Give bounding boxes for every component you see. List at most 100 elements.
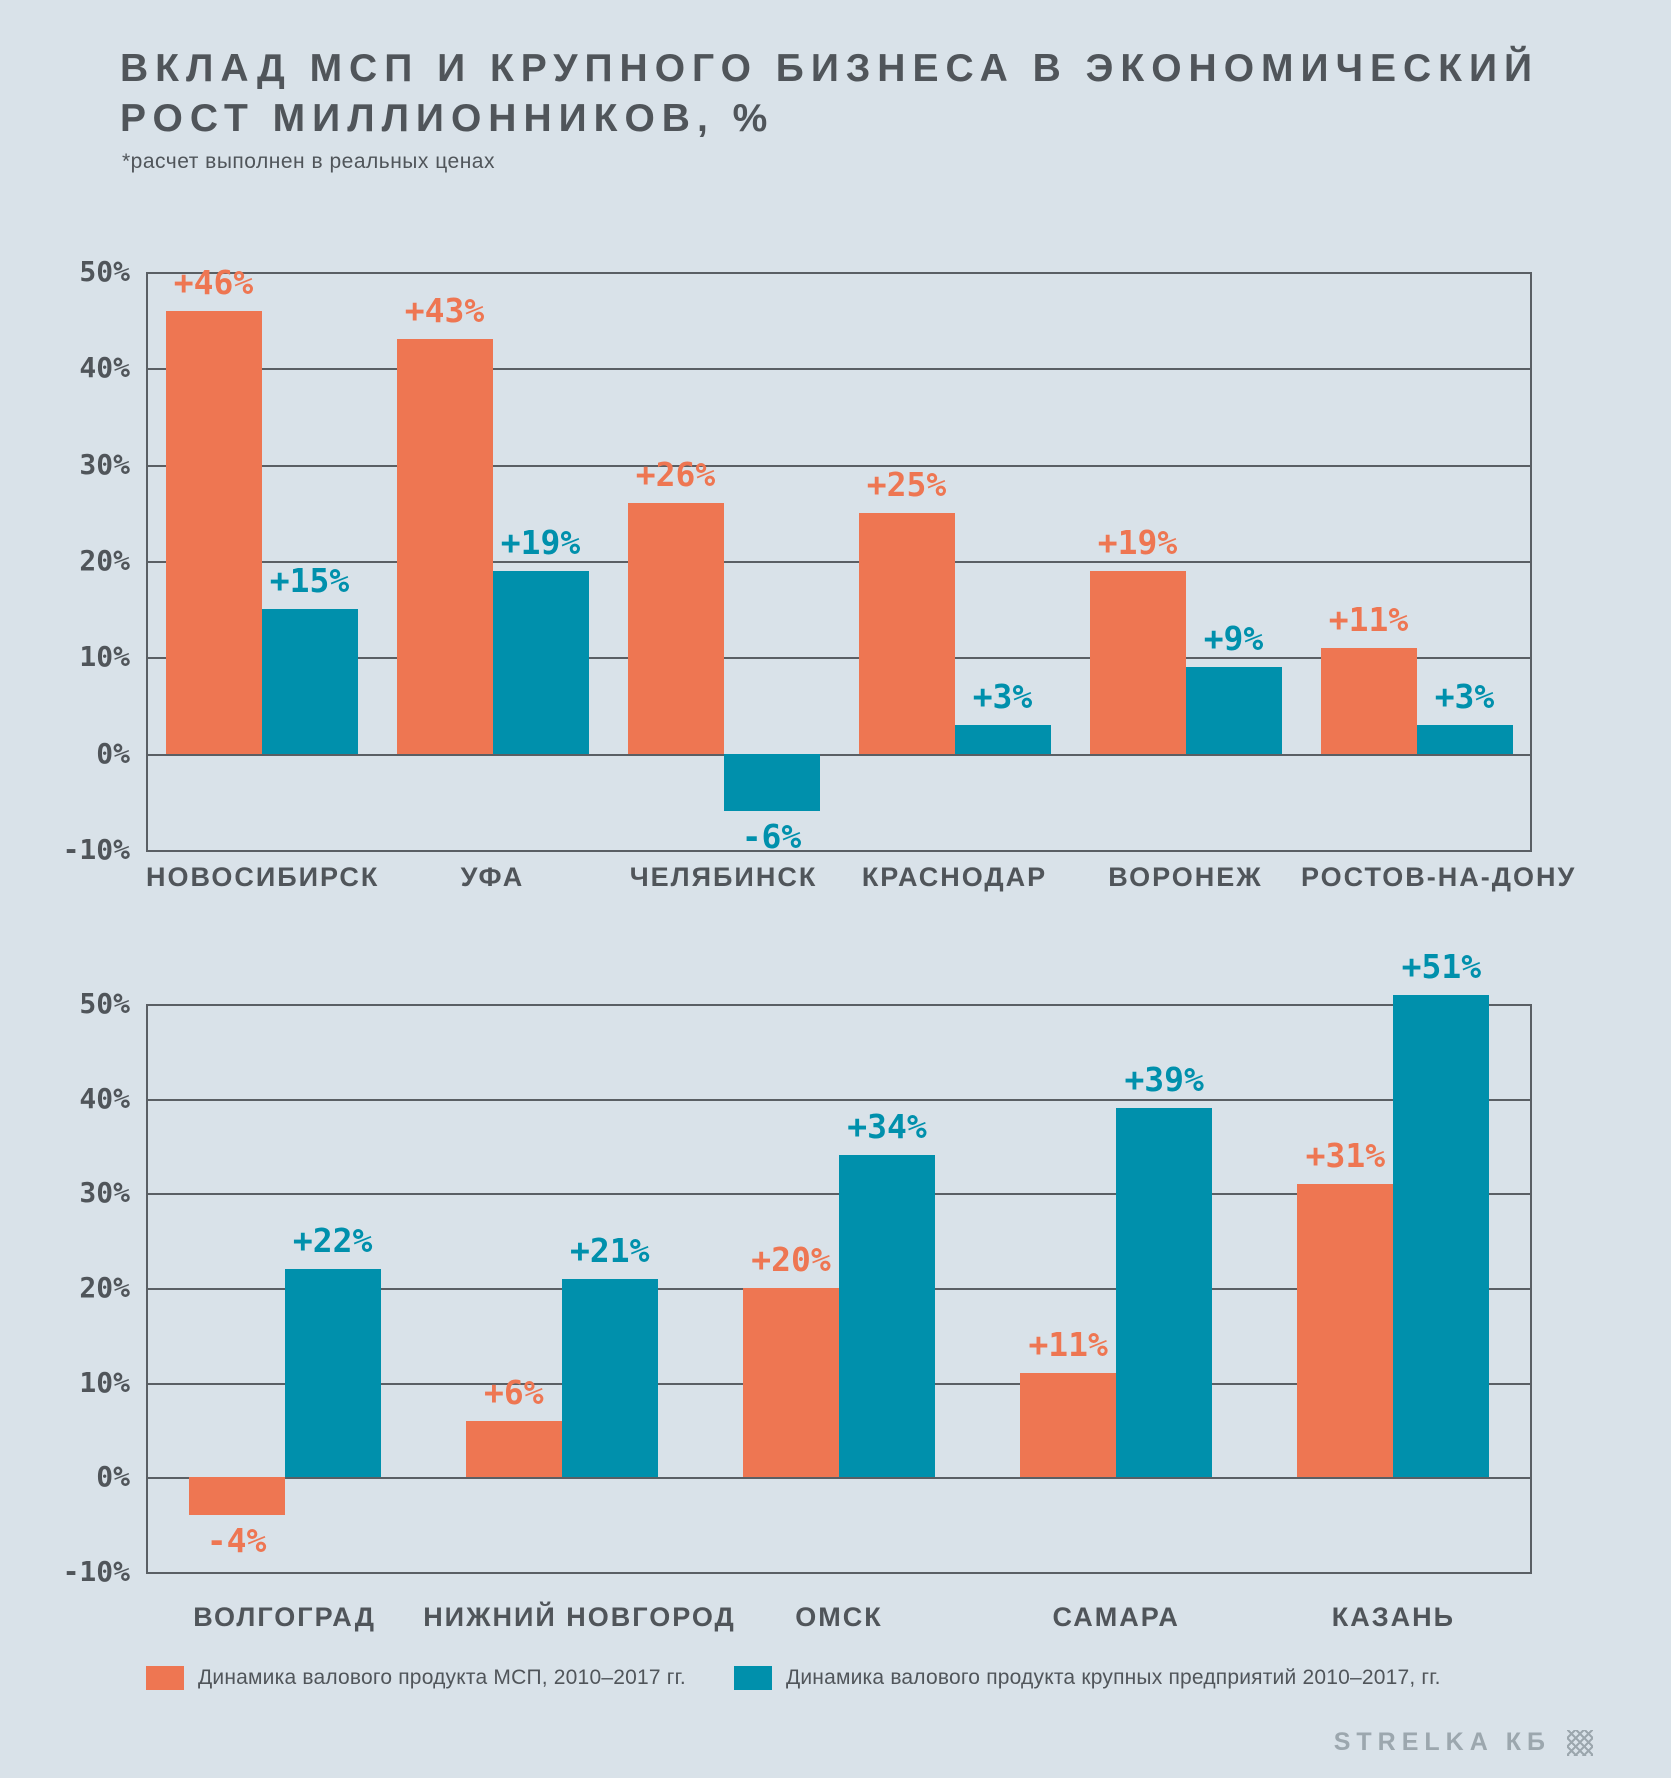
- legend-item-large: Динамика валового продукта крупных предп…: [733, 1666, 1441, 1690]
- bar-value-label: +39%: [1124, 1060, 1204, 1100]
- gridline-50: [146, 272, 1532, 274]
- y-tick-label: 50%: [79, 987, 130, 1020]
- bar-large-воронеж: [1185, 666, 1282, 754]
- bar-value-label: +11%: [1028, 1325, 1108, 1365]
- y-tick-label: 20%: [79, 1271, 130, 1304]
- bar-value-label: +19%: [1097, 522, 1178, 562]
- gridline-0: [146, 1477, 1532, 1480]
- bar-value-label: +19%: [500, 522, 581, 562]
- x-category-label-нижний новгород: НИЖНИЙ НОВГОРОД: [423, 1602, 736, 1632]
- gridline-40: [146, 368, 1532, 371]
- bar-value-label: +9%: [1203, 618, 1264, 658]
- y-tick-label: 10%: [79, 640, 130, 674]
- bar-large-новосибирск: [261, 609, 358, 754]
- bar-value-label: +31%: [1305, 1135, 1386, 1175]
- bar-large-краснодар: [954, 724, 1051, 754]
- x-category-label-самара: САМАРА: [1052, 1602, 1180, 1632]
- y-tick-label: 20%: [79, 544, 130, 577]
- chart-subtitle: *расчет выполнен в реальных ценах: [122, 150, 495, 173]
- gridline--10: [146, 1572, 1532, 1574]
- bar-value-label: -6%: [741, 817, 802, 857]
- bar-smb-челябинск: [627, 503, 724, 754]
- legend: Динамика валового продукта МСП, 2010–201…: [146, 1666, 1546, 1690]
- x-category-label-челябинск: ЧЕЛЯБИНСК: [629, 862, 818, 892]
- y-tick-label: 30%: [79, 1176, 130, 1210]
- large-color-swatch: [733, 1666, 772, 1690]
- x-category-label-краснодар: КРАСНОДАР: [861, 862, 1048, 892]
- y-tick-label: 0%: [96, 736, 130, 770]
- bar-smb-краснодар: [858, 512, 955, 754]
- bar-value-label: +46%: [173, 262, 254, 302]
- bar-large-волгоград: [284, 1269, 381, 1478]
- plot-left-frame: [146, 1004, 148, 1572]
- plot-left-frame: [146, 272, 148, 850]
- footer: STRELKA КБ: [1334, 1728, 1593, 1757]
- bar-value-label: +20%: [751, 1240, 831, 1279]
- bar-smb-ростов-на-дону: [1320, 647, 1417, 754]
- strelka-hatch-logo-icon: [1567, 1729, 1593, 1756]
- gridline--10: [146, 850, 1532, 852]
- y-tick-label: 0%: [96, 1460, 130, 1494]
- x-category-label-омск: ОМСК: [795, 1602, 883, 1632]
- bar-value-label: +6%: [483, 1372, 544, 1412]
- bar-value-label: +3%: [1434, 676, 1495, 716]
- y-tick-label: -10%: [62, 833, 130, 866]
- bar-value-label: +26%: [635, 455, 716, 495]
- bar-value-label: +3%: [972, 676, 1033, 716]
- x-category-label-уфа: УФА: [460, 862, 525, 892]
- chart-title: ВКЛАД МСП И КРУПНОГО БИЗНЕСА В ЭКОНОМИЧЕ…: [120, 44, 1539, 144]
- legend-label-large: Динамика валового продукта крупных предп…: [785, 1666, 1441, 1689]
- x-category-label-волгоград: ВОЛГОГРАД: [193, 1602, 376, 1632]
- bar-value-label: +43%: [404, 291, 485, 331]
- bar-smb-самара: [1020, 1373, 1117, 1478]
- gridline-10: [146, 657, 1532, 660]
- bar-value-label: +25%: [866, 464, 947, 504]
- y-tick-label: 40%: [79, 351, 130, 385]
- y-tick-label: 50%: [79, 255, 130, 288]
- bar-value-label: +51%: [1401, 946, 1482, 986]
- bar-large-омск: [839, 1155, 935, 1478]
- bar-smb-воронеж: [1089, 570, 1186, 754]
- y-tick-label: 10%: [79, 1365, 130, 1399]
- bar-smb-нижний новгород: [465, 1420, 562, 1478]
- bar-value-label: +21%: [570, 1230, 650, 1270]
- legend-label-smb: Динамика валового продукта МСП, 2010–201…: [198, 1666, 686, 1689]
- bottom-chart-plot: 50% 40% 30% 20% 10% 0% -10% -4% +22% ВОЛГОГРАД +6%…: [63, 948, 1532, 1632]
- y-tick-label: -10%: [62, 1555, 130, 1588]
- bar-value-label: +15%: [269, 561, 350, 601]
- bar-large-самара: [1116, 1108, 1213, 1478]
- bar-large-челябинск: [723, 753, 820, 812]
- bar-smb-волгоград: [188, 1477, 285, 1516]
- bar-value-label: -4%: [206, 1521, 267, 1561]
- gridline-20: [146, 561, 1532, 563]
- smb-color-swatch: [146, 1666, 184, 1690]
- chart-title-line2: РОСТ МИЛЛИОННИКОВ, %: [120, 97, 775, 140]
- bar-smb-казань: [1297, 1183, 1394, 1478]
- bar-large-казань: [1393, 994, 1490, 1478]
- x-category-label-ростов-на-дону: РОСТОВ-НА-ДОНУ: [1301, 862, 1577, 892]
- plot-right-frame: [1530, 272, 1532, 850]
- bar-large-нижний новгород: [561, 1278, 658, 1478]
- gridline-50: [146, 1004, 1532, 1006]
- legend-item-smb: Динамика валового продукта МСП, 2010–201…: [146, 1666, 686, 1690]
- bar-value-label: +34%: [847, 1107, 927, 1147]
- bar-smb-уфа: [396, 339, 493, 754]
- gridline-0: [146, 753, 1532, 756]
- bar-smb-омск: [743, 1288, 839, 1478]
- y-tick-label: 40%: [79, 1081, 130, 1115]
- bar-smb-новосибирск: [165, 310, 262, 754]
- x-category-label-новосибирск: НОВОСИБИРСК: [146, 862, 380, 892]
- y-tick-label: 30%: [79, 447, 130, 481]
- x-category-label-казань: КАЗАНЬ: [1331, 1602, 1456, 1632]
- footer-brand: STRELKA КБ: [1333, 1728, 1551, 1756]
- chart-title-line1: ВКЛАД МСП И КРУПНОГО БИЗНЕСА В ЭКОНОМИЧЕ…: [120, 47, 1540, 90]
- gridline-30: [146, 464, 1532, 467]
- bar-value-label: +11%: [1328, 599, 1409, 639]
- bar-large-уфа: [492, 570, 589, 754]
- x-category-label-воронеж: ВОРОНЕЖ: [1108, 862, 1263, 892]
- gridline-40: [146, 1098, 1532, 1101]
- plot-right-frame: [1530, 1004, 1532, 1572]
- bar-large-ростов-на-дону: [1416, 724, 1513, 754]
- top-chart-plot: 50% 40% 30% 20% 10% 0% -10% +46% +15% НОВОСИБИРСК…: [63, 255, 1575, 892]
